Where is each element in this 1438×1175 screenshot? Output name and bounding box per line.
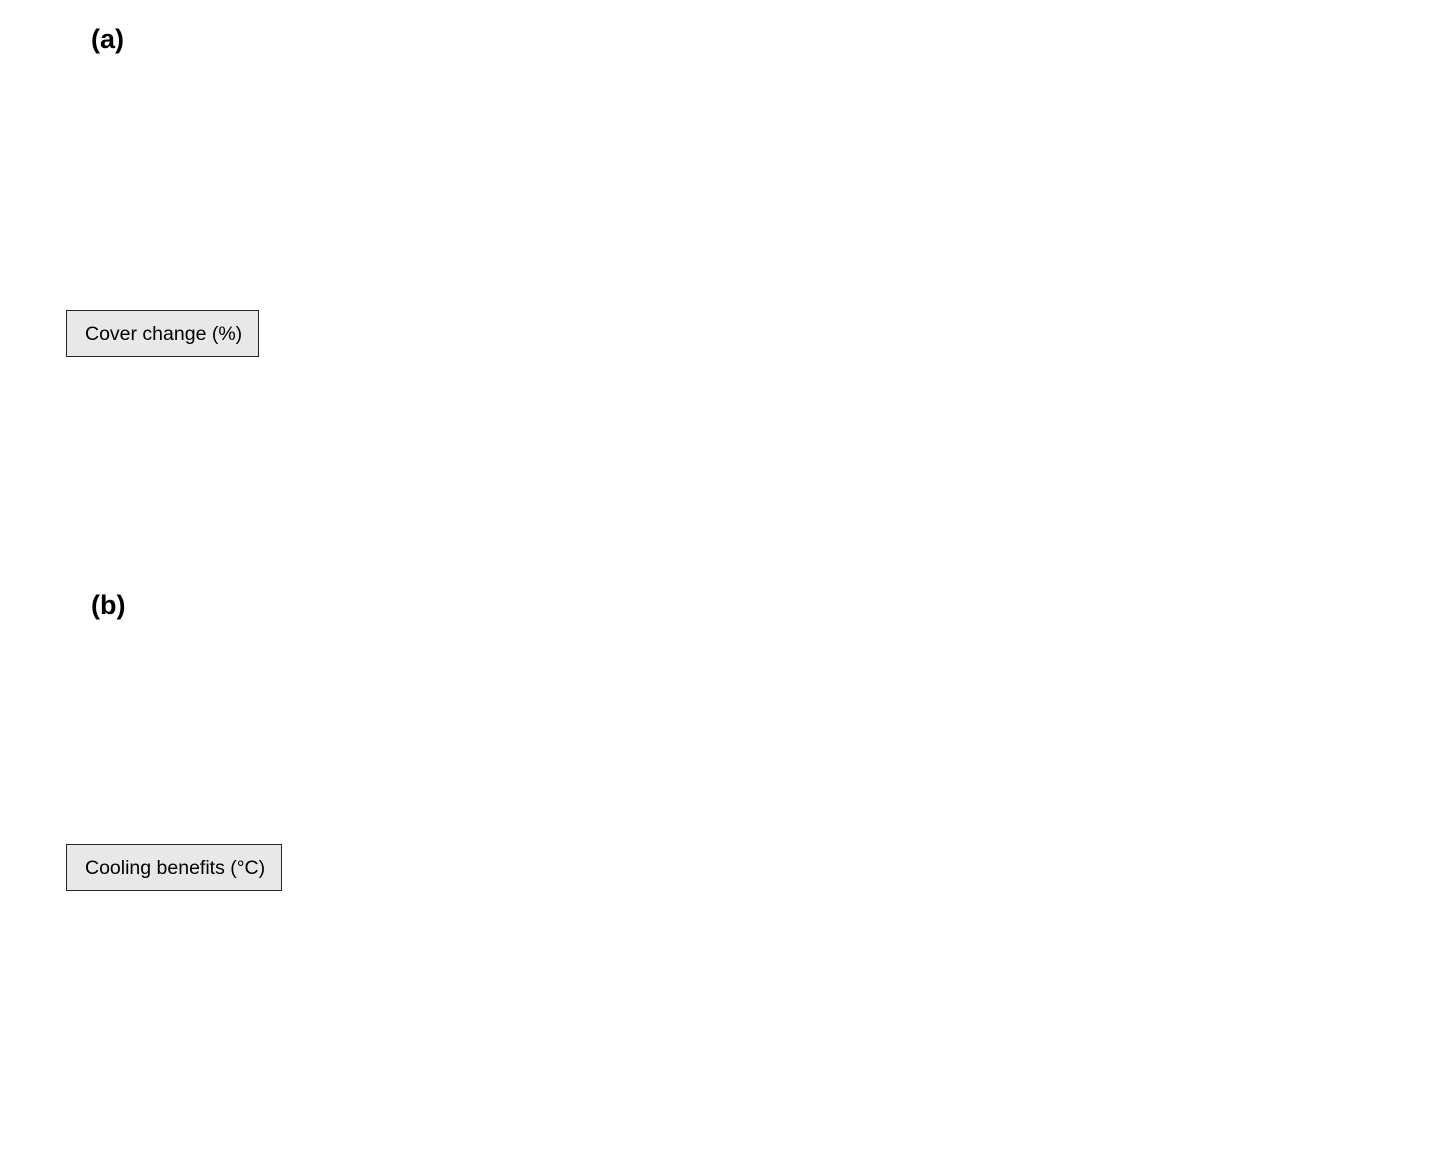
legend-a-title: Cover change (%) xyxy=(85,323,243,345)
map-panel-a: (a) Cover change (%) xyxy=(63,14,1400,565)
legend-cover-change: Cover change (%) xyxy=(66,310,260,357)
panel-b-label: (b) xyxy=(91,590,126,620)
legend-b-title: Cooling benefits (°C) xyxy=(85,857,266,879)
legend-cooling-benefits: Cooling benefits (°C) xyxy=(66,844,283,891)
map-panel-b: (b) Cooling benefits (°C) xyxy=(63,580,1400,1131)
panel-a-label: (a) xyxy=(91,24,124,54)
